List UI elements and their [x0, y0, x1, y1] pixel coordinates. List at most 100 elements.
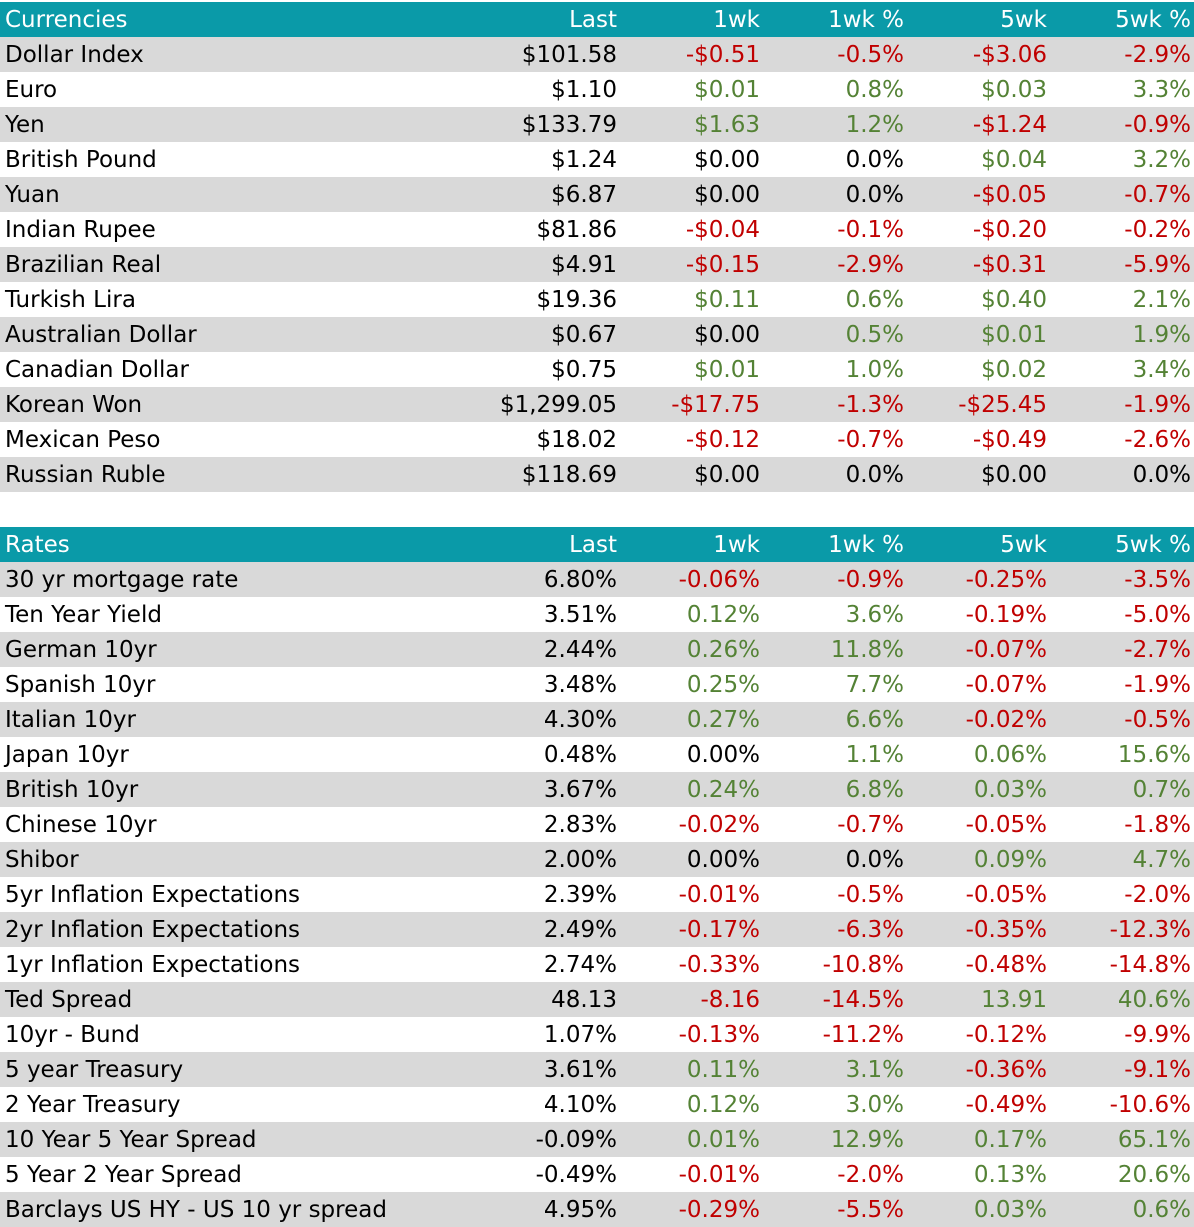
- name-cell: Japan 10yr: [5, 741, 129, 768]
- last-cell: $19.36: [536, 286, 617, 313]
- last-cell: $1,299.05: [499, 391, 617, 418]
- change-1wk-pct-cell: 12.9%: [830, 1126, 904, 1153]
- change-5wk-cell: -0.25%: [965, 566, 1047, 593]
- change-1wk-cell: -$0.15: [685, 251, 760, 278]
- name-cell: Mexican Peso: [5, 426, 161, 453]
- last-cell: $118.69: [521, 461, 617, 488]
- name-cell: 5 Year 2 Year Spread: [5, 1161, 242, 1188]
- last-cell: 4.95%: [543, 1196, 617, 1223]
- table-row: 10 Year 5 Year Spread -0.09% 0.01% 12.9% 0.1…: [0, 1122, 1194, 1157]
- change-5wk-cell: $0.00: [981, 461, 1047, 488]
- change-5wk-pct-cell: -2.7%: [1124, 636, 1191, 663]
- change-1wk-pct-cell: -0.7%: [837, 811, 904, 838]
- table-row: Spanish 10yr 3.48% 0.25% 7.7% -0.07% -1.9%: [0, 667, 1194, 702]
- change-1wk-pct-cell: -0.7%: [837, 426, 904, 453]
- currencies-header-col-1wk-pct: 1wk %: [828, 6, 904, 33]
- change-1wk-cell: -0.17%: [678, 916, 760, 943]
- name-cell: Shibor: [5, 846, 79, 873]
- change-5wk-pct-cell: 3.2%: [1132, 146, 1191, 173]
- table-row: Turkish Lira $19.36 $0.11 0.6% $0.40 2.1%: [0, 282, 1194, 317]
- table-row: 2yr Inflation Expectations 2.49% -0.17% -6.…: [0, 912, 1194, 947]
- table-row: Russian Ruble $118.69 $0.00 0.0% $0.00 0.0%: [0, 457, 1194, 492]
- table-row: Canadian Dollar $0.75 $0.01 1.0% $0.02 3.4%: [0, 352, 1194, 387]
- change-5wk-cell: $0.02: [981, 356, 1047, 383]
- name-cell: 5yr Inflation Expectations: [5, 881, 301, 908]
- change-5wk-cell: -$0.05: [972, 181, 1047, 208]
- change-5wk-pct-cell: -2.6%: [1124, 426, 1191, 453]
- change-1wk-cell: -0.29%: [678, 1196, 760, 1223]
- change-1wk-cell: 0.01%: [686, 1126, 760, 1153]
- change-1wk-cell: 0.24%: [686, 776, 760, 803]
- currencies-header-col-1wk: 1wk: [713, 6, 760, 33]
- name-cell: Turkish Lira: [5, 286, 136, 313]
- change-1wk-pct-cell: 3.0%: [845, 1091, 904, 1118]
- change-1wk-cell: -0.33%: [678, 951, 760, 978]
- change-1wk-pct-cell: 0.5%: [845, 321, 904, 348]
- change-5wk-pct-cell: 1.9%: [1132, 321, 1191, 348]
- last-cell: 2.39%: [543, 881, 617, 908]
- last-cell: -0.09%: [535, 1126, 617, 1153]
- change-1wk-cell: 0.00%: [686, 741, 760, 768]
- currencies-header-col-5wk: 5wk: [1000, 6, 1047, 33]
- change-5wk-pct-cell: -9.1%: [1124, 1056, 1191, 1083]
- change-1wk-cell: 0.25%: [686, 671, 760, 698]
- change-1wk-cell: -0.01%: [678, 881, 760, 908]
- rates-header-col-5wk-pct: 5wk %: [1115, 531, 1191, 558]
- table-row: Yen $133.79 $1.63 1.2% -$1.24 -0.9%: [0, 107, 1194, 142]
- change-1wk-pct-cell: 1.2%: [845, 111, 904, 138]
- last-cell: $133.79: [521, 111, 617, 138]
- change-5wk-cell: -$1.24: [972, 111, 1047, 138]
- change-5wk-pct-cell: -5.0%: [1124, 601, 1191, 628]
- table-row: Euro $1.10 $0.01 0.8% $0.03 3.3%: [0, 72, 1194, 107]
- last-cell: $0.67: [551, 321, 617, 348]
- last-cell: $4.91: [551, 251, 617, 278]
- table-row: British 10yr 3.67% 0.24% 6.8% 0.03% 0.7%: [0, 772, 1194, 807]
- name-cell: Yen: [5, 111, 45, 138]
- change-1wk-pct-cell: 0.0%: [845, 461, 904, 488]
- change-5wk-pct-cell: -0.5%: [1124, 706, 1191, 733]
- rates-header-col-5wk: 5wk: [1000, 531, 1047, 558]
- change-5wk-cell: -0.12%: [965, 1021, 1047, 1048]
- change-5wk-cell: -0.49%: [965, 1091, 1047, 1118]
- change-5wk-cell: -0.36%: [965, 1056, 1047, 1083]
- name-cell: Canadian Dollar: [5, 356, 189, 383]
- name-cell: Italian 10yr: [5, 706, 136, 733]
- name-cell: Brazilian Real: [5, 251, 162, 278]
- change-5wk-cell: -0.48%: [965, 951, 1047, 978]
- change-5wk-cell: -0.02%: [965, 706, 1047, 733]
- change-5wk-cell: -0.19%: [965, 601, 1047, 628]
- name-cell: 10yr - Bund: [5, 1021, 140, 1048]
- change-1wk-cell: -0.06%: [678, 566, 760, 593]
- change-1wk-cell: -$0.12: [685, 426, 760, 453]
- change-5wk-pct-cell: -0.2%: [1124, 216, 1191, 243]
- change-1wk-cell: $0.01: [694, 356, 760, 383]
- table-row: Dollar Index $101.58 -$0.51 -0.5% -$3.06 -2.9…: [0, 37, 1194, 72]
- change-5wk-cell: -$25.45: [958, 391, 1047, 418]
- table-row: Yuan $6.87 $0.00 0.0% -$0.05 -0.7%: [0, 177, 1194, 212]
- table-row: Ten Year Yield 3.51% 0.12% 3.6% -0.19% -5.0%: [0, 597, 1194, 632]
- change-5wk-pct-cell: 0.7%: [1132, 776, 1191, 803]
- rates-table: Rates Last 1wk 1wk % 5wk 5wk % 30 yr mortgage …: [0, 527, 1194, 1227]
- change-5wk-cell: -0.07%: [965, 671, 1047, 698]
- change-1wk-pct-cell: 1.0%: [845, 356, 904, 383]
- name-cell: Russian Ruble: [5, 461, 166, 488]
- change-5wk-pct-cell: 4.7%: [1132, 846, 1191, 873]
- change-5wk-pct-cell: -3.5%: [1124, 566, 1191, 593]
- table-row: Chinese 10yr 2.83% -0.02% -0.7% -0.05% -1.8%: [0, 807, 1194, 842]
- change-5wk-pct-cell: -1.8%: [1124, 811, 1191, 838]
- change-5wk-cell: $0.40: [981, 286, 1047, 313]
- last-cell: $0.75: [551, 356, 617, 383]
- rates-header-row: Rates Last 1wk 1wk % 5wk 5wk %: [0, 527, 1194, 562]
- last-cell: $1.24: [551, 146, 617, 173]
- last-cell: $18.02: [536, 426, 617, 453]
- change-5wk-pct-cell: 0.6%: [1132, 1196, 1191, 1223]
- table-row: 1yr Inflation Expectations 2.74% -0.33% -10…: [0, 947, 1194, 982]
- change-1wk-cell: -0.02%: [678, 811, 760, 838]
- change-1wk-cell: 0.26%: [686, 636, 760, 663]
- change-1wk-pct-cell: 0.0%: [845, 146, 904, 173]
- change-5wk-cell: 0.03%: [973, 1196, 1047, 1223]
- change-1wk-cell: $0.01: [694, 76, 760, 103]
- table-row: Japan 10yr 0.48% 0.00% 1.1% 0.06% 15.6%: [0, 737, 1194, 772]
- last-cell: $101.58: [521, 41, 617, 68]
- change-1wk-cell: -0.13%: [678, 1021, 760, 1048]
